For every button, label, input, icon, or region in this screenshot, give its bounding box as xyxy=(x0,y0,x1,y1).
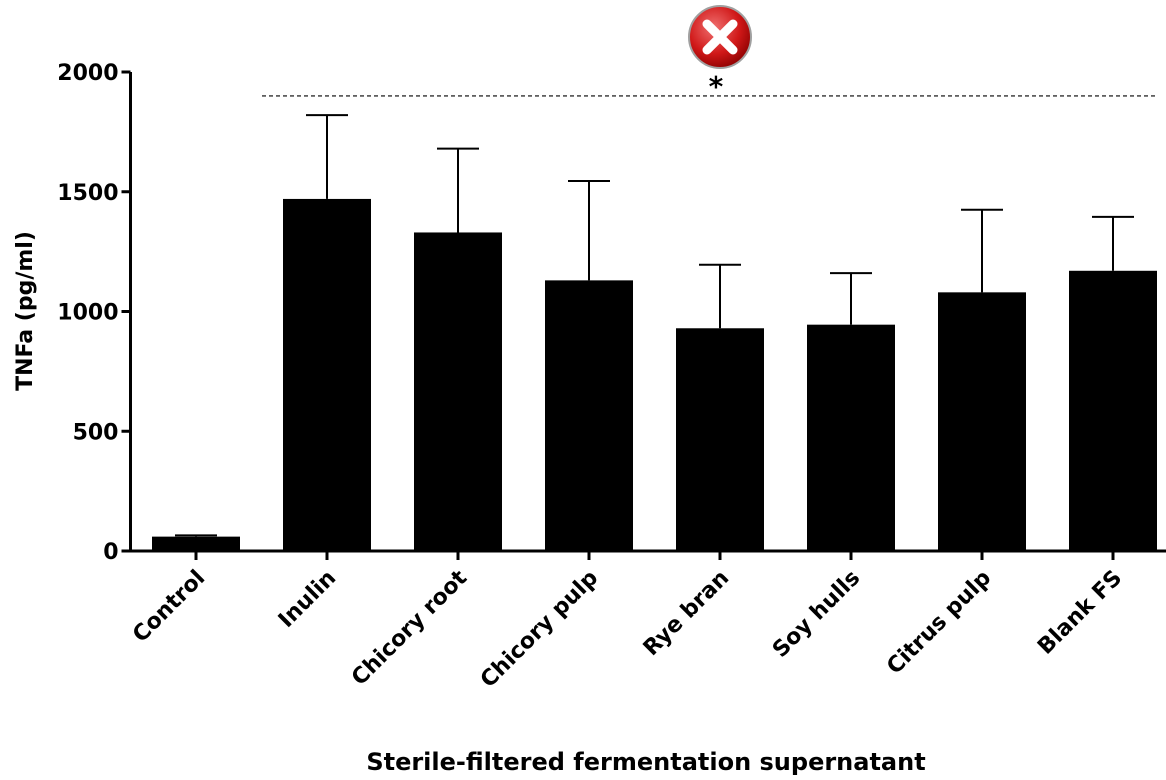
y-tick-label: 1500 xyxy=(57,181,118,206)
bar xyxy=(283,198,371,551)
significance-label: * xyxy=(709,70,724,103)
error-bar xyxy=(699,263,741,329)
error-icon xyxy=(688,5,752,69)
bar xyxy=(676,328,764,551)
x-tick-label: Soy hulls xyxy=(768,566,865,663)
x-tick-label: Rye bran xyxy=(639,566,734,661)
error-bar xyxy=(961,208,1003,293)
y-axis-title: TNFa (pg/ml) xyxy=(13,231,38,391)
bar xyxy=(545,280,633,551)
bar xyxy=(807,324,895,551)
error-bar xyxy=(306,114,348,199)
error-bar xyxy=(830,272,872,325)
error-bar xyxy=(175,534,217,537)
x-tick-label: Chicory pulp xyxy=(476,566,603,693)
x-tick-label: Inulin xyxy=(274,566,341,633)
y-tick-label: 1000 xyxy=(57,301,118,326)
error-bar xyxy=(1092,215,1134,271)
error-bar xyxy=(568,179,610,281)
x-tick-label: Citrus pulp xyxy=(882,566,996,680)
x-axis-title: Sterile-filtered fermentation supernatan… xyxy=(366,748,925,776)
y-tick-label: 2000 xyxy=(57,61,118,86)
y-tick-label: 0 xyxy=(103,540,118,565)
y-tick-label: 500 xyxy=(73,420,119,445)
x-tick-label: Chicory root xyxy=(347,565,472,690)
error-bar xyxy=(437,147,479,233)
bar xyxy=(152,536,240,551)
bar xyxy=(938,292,1026,551)
bar xyxy=(414,232,502,551)
bar xyxy=(1069,270,1157,551)
x-tick-label: Blank FS xyxy=(1033,566,1127,660)
x-tick-label: Control xyxy=(128,566,210,648)
